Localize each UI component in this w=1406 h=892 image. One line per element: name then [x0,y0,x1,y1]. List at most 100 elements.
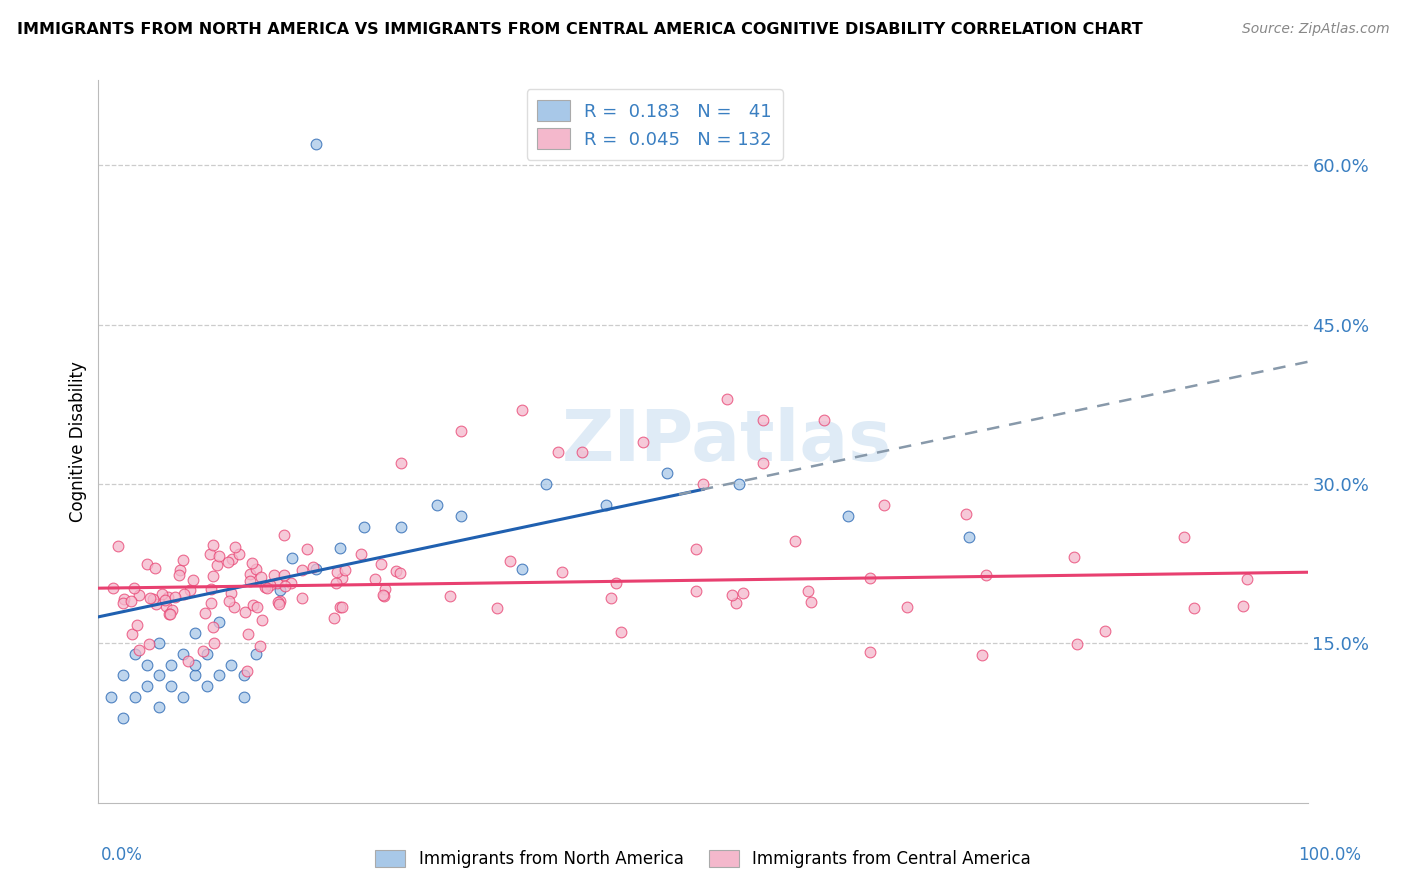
Point [731,586,754,600]
Point [218,593,240,607]
Point [551,565,574,579]
Point [135,679,157,693]
Point [267,595,290,609]
Point [605,575,627,590]
Point [200,596,222,610]
Point [631,434,654,449]
Point [236,664,259,678]
Text: ZIPatlas: ZIPatlas [562,407,893,476]
Point [685,583,707,598]
Point [752,456,775,470]
Point [571,445,593,459]
Point [128,588,150,602]
Point [139,591,162,605]
Point [716,392,738,406]
Point [138,637,160,651]
Point [281,551,304,566]
Point [813,413,835,427]
Point [172,647,194,661]
Point [1182,601,1205,615]
Point [256,581,278,595]
Point [198,547,221,561]
Point [177,654,200,668]
Point [485,601,508,615]
Point [534,477,557,491]
Point [156,590,179,604]
Point [350,547,373,561]
Point [143,561,166,575]
Point [217,555,239,569]
Point [148,668,170,682]
Point [101,581,124,595]
Point [685,541,707,556]
Point [142,592,165,607]
Point [269,594,291,608]
Point [250,613,273,627]
Point [239,567,262,582]
Point [371,588,394,602]
Legend: R =  0.183   N =   41, R =  0.045   N = 132: R = 0.183 N = 41, R = 0.045 N = 132 [526,89,783,160]
Point [957,530,980,544]
Point [148,636,170,650]
Point [160,602,183,616]
Point [353,519,375,533]
Point [273,528,295,542]
Point [159,607,181,621]
Point [797,583,820,598]
Point [610,624,633,639]
Point [439,589,461,603]
Point [153,592,176,607]
Point [1063,550,1085,565]
Point [374,582,396,596]
Point [330,600,353,615]
Point [163,590,186,604]
Point [173,587,195,601]
Point [384,564,406,578]
Point [157,607,180,622]
Point [389,566,412,580]
Point [655,467,678,481]
Point [291,591,314,606]
Point [245,562,267,576]
Point [254,580,277,594]
Point [859,645,882,659]
Point [224,541,246,555]
Point [1232,599,1254,614]
Point [370,557,392,571]
Point [179,583,201,598]
Point [510,402,533,417]
Point [122,582,145,596]
Point [208,615,231,630]
Point [221,552,243,566]
Point [450,424,472,438]
Point [184,625,207,640]
Point [121,594,143,608]
Point [107,539,129,553]
Point [305,562,328,576]
Point [160,657,183,672]
Point [263,568,285,582]
Point [249,640,271,654]
Point [266,576,288,591]
Point [510,562,533,576]
Point [172,690,194,704]
Point [333,563,356,577]
Point [150,587,173,601]
Point [112,596,135,610]
Point [499,554,522,568]
Point [202,620,225,634]
Point [373,589,395,603]
Point [728,477,751,491]
Text: IMMIGRANTS FROM NORTH AMERICA VS IMMIGRANTS FROM CENTRAL AMERICA COGNITIVE DISAB: IMMIGRANTS FROM NORTH AMERICA VS IMMIGRA… [17,22,1143,37]
Point [224,600,246,615]
Point [236,627,259,641]
Text: 100.0%: 100.0% [1298,846,1361,863]
Point [200,582,222,596]
Point [1094,624,1116,639]
Point [970,648,993,662]
Point [221,657,243,672]
Point [389,456,412,470]
Point [202,538,225,552]
Point [194,607,217,621]
Point [326,566,349,580]
